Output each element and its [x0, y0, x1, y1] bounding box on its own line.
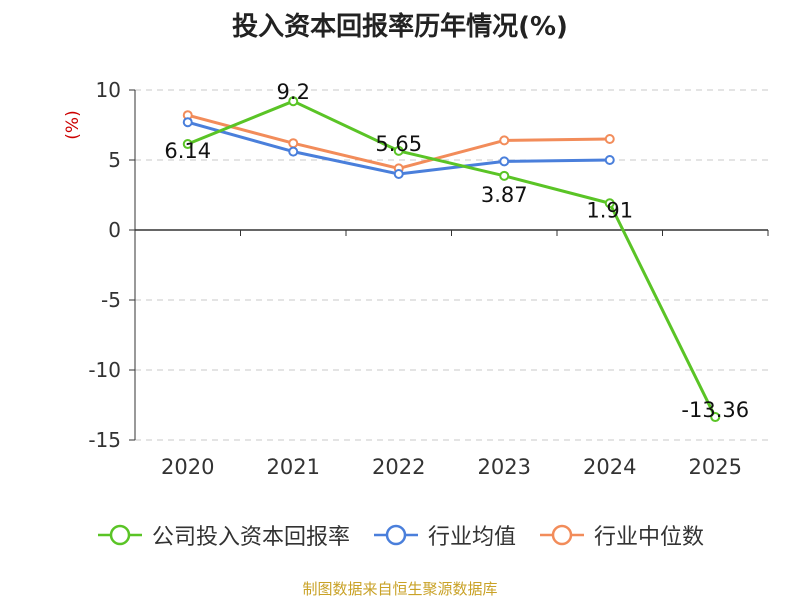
y-tick-label: -10	[88, 358, 121, 382]
data-point	[710, 412, 721, 423]
data-point	[393, 145, 404, 156]
y-tick-label: -5	[101, 288, 121, 312]
data-point	[288, 96, 299, 107]
x-tick-label: 2021	[267, 455, 320, 479]
series-line-0	[187, 99, 717, 418]
y-tick-label: 10	[96, 78, 121, 102]
axes: 10 5 0 -5 -10 -15 2020 2021 2022 2023 2024 2025 (%)	[63, 78, 769, 479]
y-tick-label: 5	[108, 148, 121, 172]
data-point	[499, 170, 510, 181]
x-tick-label: 2023	[478, 455, 531, 479]
data-point	[604, 134, 615, 144]
legend-label-company: 公司投入资本回报率	[151, 525, 350, 550]
legend-item-company[interactable]: 公司投入资本回报率	[96, 519, 350, 551]
source-note: 制图数据来自恒生聚源数据库	[302, 580, 498, 598]
legend-marker-industry-median	[540, 524, 584, 546]
data-point	[182, 139, 193, 150]
data-point	[288, 146, 299, 157]
data-label: 5.65	[375, 132, 422, 156]
legend: 公司投入资本回报率 行业均值 行业中位数	[0, 519, 800, 551]
x-tick-label: 2022	[372, 455, 425, 479]
y-tick-label: -15	[88, 428, 121, 452]
legend-marker-industry-mean	[373, 524, 418, 546]
data-labels: 6.14 9.2 5.65 3.87 1.91 -13.36	[164, 80, 749, 422]
legend-item-industry-median[interactable]: 行业中位数	[538, 519, 704, 551]
legend-item-industry-mean[interactable]: 行业均值	[372, 519, 516, 551]
series-lines	[182, 96, 721, 423]
legend-label-industry-median: 行业中位数	[594, 525, 705, 550]
grid-lines	[135, 89, 768, 441]
data-label: 1.91	[586, 198, 633, 222]
legend-label-industry-mean: 行业均值	[427, 525, 516, 550]
data-label: 9.2	[277, 80, 310, 104]
data-label: 3.87	[481, 183, 528, 207]
chart-title: 投入资本回报率历年情况(%)	[232, 12, 568, 42]
data-label: 6.14	[164, 139, 211, 163]
y-axis-label: (%)	[63, 110, 83, 139]
x-tick-label: 2025	[689, 455, 742, 479]
data-label: -13.36	[681, 398, 749, 422]
legend-marker-company	[97, 524, 142, 546]
data-point	[288, 138, 299, 149]
data-point	[182, 117, 193, 128]
y-tick-label: 0	[108, 218, 121, 242]
x-tick-label: 2020	[161, 455, 214, 479]
data-point	[604, 155, 615, 165]
data-point	[604, 198, 615, 209]
data-point	[499, 135, 510, 146]
x-tick-label: 2024	[583, 455, 636, 479]
data-point	[499, 156, 510, 167]
data-point	[393, 169, 404, 179]
